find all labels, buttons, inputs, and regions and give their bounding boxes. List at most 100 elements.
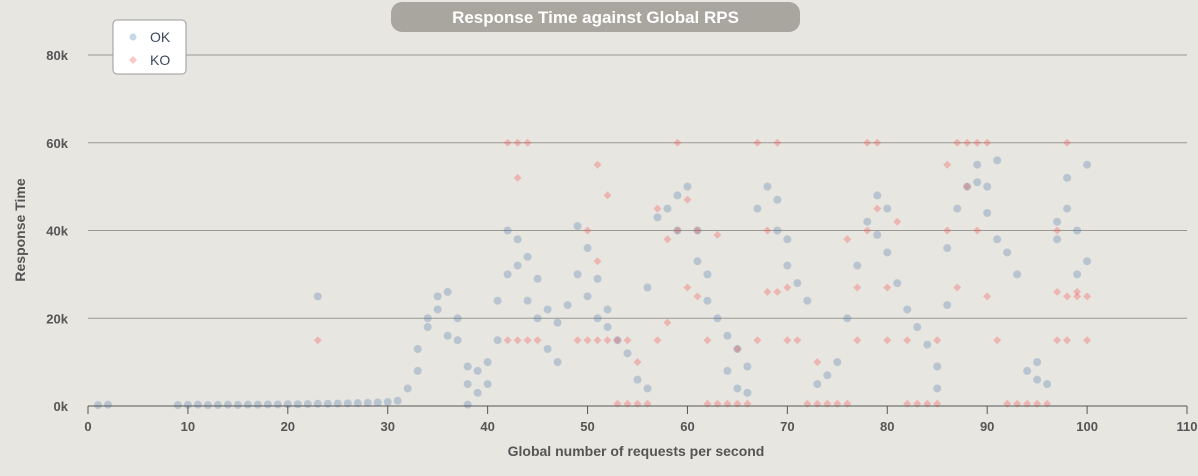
ok-point <box>903 305 912 314</box>
ok-point <box>293 400 302 409</box>
ko-point <box>843 399 852 408</box>
ok-point <box>393 396 402 405</box>
ko-point <box>653 204 662 213</box>
ok-point <box>413 366 422 375</box>
ok-point <box>453 314 462 323</box>
x-tick-label: 20 <box>281 419 295 434</box>
ok-point <box>703 296 712 305</box>
ok-point <box>1063 173 1072 182</box>
ok-point <box>223 400 232 409</box>
ok-point <box>233 400 242 409</box>
ko-point <box>513 336 522 345</box>
ok-point <box>573 270 582 279</box>
ok-point <box>493 296 502 305</box>
ko-point <box>733 399 742 408</box>
ko-point <box>883 336 892 345</box>
ok-point <box>413 344 422 353</box>
ok-point <box>373 398 382 407</box>
ok-point <box>433 305 442 314</box>
ko-point <box>1073 287 1082 296</box>
ok-point <box>963 182 972 191</box>
ok-point <box>873 230 882 239</box>
ko-point <box>943 226 952 235</box>
ko-point <box>673 138 682 147</box>
ok-point <box>863 217 872 226</box>
ko-point <box>843 235 852 244</box>
y-tick-label: 20k <box>46 311 68 326</box>
legend[interactable]: OK KO <box>112 19 187 75</box>
ok-point <box>933 384 942 393</box>
ok-point <box>193 400 202 409</box>
ok-point <box>433 292 442 301</box>
ok-point <box>823 371 832 380</box>
ok-point <box>553 318 562 327</box>
ok-point <box>473 388 482 397</box>
ko-point <box>853 283 862 292</box>
ko-point <box>903 399 912 408</box>
ok-point <box>643 283 652 292</box>
ko-point <box>633 358 642 367</box>
ko-point <box>753 336 762 345</box>
ko-point <box>753 138 762 147</box>
ok-point <box>753 204 762 213</box>
ok-point <box>323 399 332 408</box>
ok-point <box>573 222 582 231</box>
ko-point <box>1053 287 1062 296</box>
ok-point <box>973 160 982 169</box>
ko-point <box>1043 399 1052 408</box>
ok-point <box>933 362 942 371</box>
ko-point <box>1053 336 1062 345</box>
ko-point <box>1023 399 1032 408</box>
ko-point <box>613 399 622 408</box>
chart-title-text: Response Time against Global RPS <box>452 8 739 27</box>
ok-point <box>913 323 922 332</box>
legend-ko-label[interactable]: KO <box>150 52 170 68</box>
ok-point <box>183 400 192 409</box>
ok-point <box>513 261 522 270</box>
legend-ok-label[interactable]: OK <box>150 29 171 45</box>
ok-point <box>213 400 222 409</box>
ok-point <box>443 287 452 296</box>
ko-point <box>693 226 702 235</box>
ko-point <box>1053 226 1062 235</box>
ko-point <box>663 318 672 327</box>
legend-ok-marker <box>129 33 137 41</box>
ok-point <box>93 401 102 410</box>
ok-point <box>1013 270 1022 279</box>
ok-point <box>243 400 252 409</box>
ok-point <box>303 400 312 409</box>
ok-point <box>523 252 532 261</box>
ko-point <box>1033 399 1042 408</box>
x-tick-label: 70 <box>780 419 794 434</box>
ok-point <box>943 244 952 253</box>
ok-point <box>733 344 742 353</box>
ko-point <box>523 336 532 345</box>
ok-point <box>1083 257 1092 266</box>
y-tick-label: 60k <box>46 136 68 151</box>
ok-point <box>883 204 892 213</box>
x-tick-label: 100 <box>1076 419 1098 434</box>
ko-point <box>513 173 522 182</box>
ko-point <box>763 287 772 296</box>
ko-point <box>783 336 792 345</box>
ok-point <box>693 226 702 235</box>
ok-point <box>1053 235 1062 244</box>
ko-point <box>713 399 722 408</box>
ok-point <box>463 400 472 409</box>
ko-point <box>703 336 712 345</box>
ko-point <box>683 195 692 204</box>
ko-point <box>633 399 642 408</box>
ok-point <box>103 400 112 409</box>
ok-point <box>1033 358 1042 367</box>
ko-point <box>593 336 602 345</box>
ok-point <box>543 344 552 353</box>
ok-point <box>983 182 992 191</box>
x-tick-label: 110 <box>1177 419 1198 434</box>
ko-point <box>593 257 602 266</box>
ok-point <box>583 244 592 253</box>
ok-point <box>713 314 722 323</box>
ok-point <box>383 398 392 407</box>
ko-point <box>853 336 862 345</box>
